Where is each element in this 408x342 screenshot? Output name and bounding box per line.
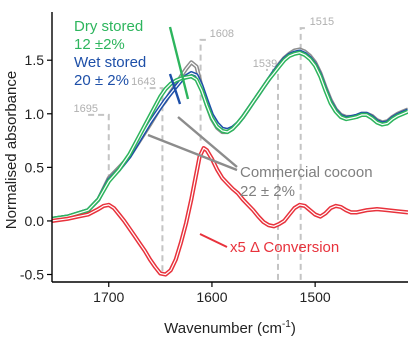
peak-label-1539: 1539 xyxy=(253,58,277,70)
y-tick-label-2: 0.5 xyxy=(25,159,45,175)
wet-pointer-line xyxy=(168,73,182,105)
conversion-pointer-line xyxy=(199,233,228,248)
peak-label-1515: 1515 xyxy=(310,16,334,28)
y-tick-label-4: 1.5 xyxy=(25,52,45,68)
x-tick-label-1600: 1600 xyxy=(196,289,227,305)
peak-label-1695: 1695 xyxy=(74,103,98,115)
wet-stored-label: Wet stored xyxy=(74,54,146,71)
y-tick-label-3: 1.0 xyxy=(25,106,45,122)
dry-stored-label: Dry stored xyxy=(74,18,143,35)
series-dry-core xyxy=(51,52,408,220)
y-axis-label: Normalised absorbance xyxy=(3,71,20,229)
peak-marker-1515 xyxy=(299,27,309,280)
commercial-pointer-line-2 xyxy=(147,133,238,172)
dry-pointer-line xyxy=(168,26,190,100)
series-conversion-core xyxy=(51,147,408,276)
y-tick-label-0: -0.5 xyxy=(20,267,44,283)
series-conversion xyxy=(51,146,408,277)
x-tick-label-1500: 1500 xyxy=(300,289,331,305)
x-tick-label-1700: 1700 xyxy=(93,289,124,305)
peak-marker-1608 xyxy=(199,38,209,141)
y-tick-label-1: 0.0 xyxy=(25,213,45,229)
commercial-pointer-line-1 xyxy=(177,116,238,168)
commercial-cocoon-label: Commercial cocoon xyxy=(240,164,373,181)
wet-stored-value: 20 ± 2% xyxy=(74,72,129,89)
peak-marker-1695 xyxy=(86,113,110,181)
x-ticks: 1700 1600 1500 xyxy=(93,282,331,305)
peak-marker-1643 xyxy=(144,87,164,272)
x-axis-label: Wavenumber (cm-1) xyxy=(164,319,296,337)
conversion-label: x5 Δ Conversion xyxy=(230,239,339,256)
peak-marker-1539 xyxy=(265,68,279,280)
series-dry xyxy=(51,50,408,221)
commercial-cocoon-value: 22 ± 2% xyxy=(240,183,295,200)
peak-label-1643: 1643 xyxy=(131,76,155,88)
peak-markers: 1695 1643 1608 1539 1515 xyxy=(74,16,334,280)
spectra-series xyxy=(51,47,408,277)
peak-label-1608: 1608 xyxy=(210,28,234,40)
dry-stored-value: 12 ±2% xyxy=(74,36,125,53)
y-ticks: -0.5 0.0 0.5 1.0 1.5 xyxy=(20,52,52,283)
